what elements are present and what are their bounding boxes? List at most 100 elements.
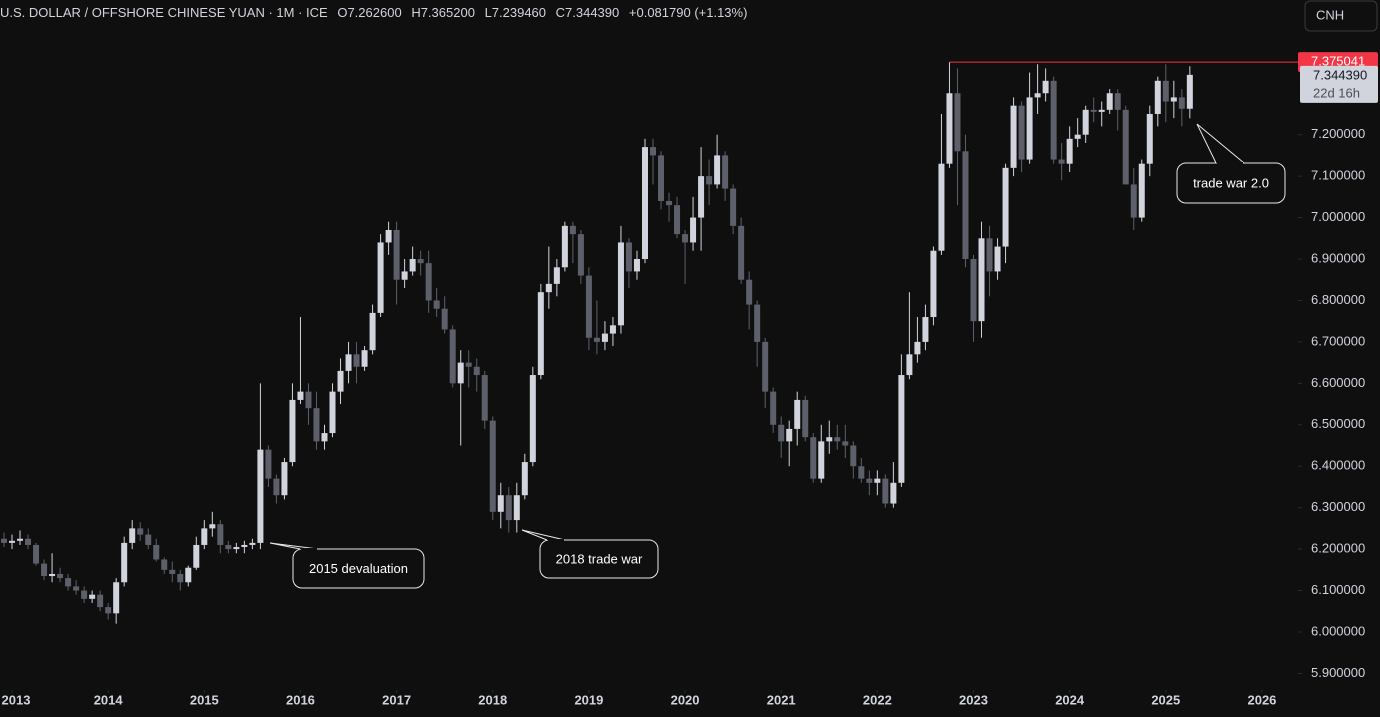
candle-body (1002, 167, 1009, 247)
y-tick-label: 6.700000 (1311, 333, 1365, 348)
callout-pointer (269, 542, 319, 550)
candle-body (345, 354, 352, 371)
candle-body (986, 238, 993, 272)
x-tick-label: 2020 (671, 692, 700, 707)
candle-body (89, 594, 96, 599)
candle-body (1122, 109, 1129, 185)
callout-pointer (521, 529, 566, 541)
x-tick-label: 2015 (190, 692, 219, 707)
y-tick-label: 5.900000 (1311, 665, 1365, 680)
ohlc-high: H7.365200 (411, 5, 475, 20)
candle-body (1146, 113, 1153, 164)
candle-body (465, 362, 472, 367)
candle-body (225, 544, 232, 550)
candle-body (145, 534, 152, 545)
candle-body (1066, 138, 1073, 164)
candle-body (641, 147, 648, 260)
candle-body (818, 441, 825, 479)
candle-body (898, 375, 905, 483)
candle-body (914, 341, 921, 355)
candle-body (810, 437, 817, 479)
candle-body (65, 578, 72, 587)
y-tick-label: 6.000000 (1311, 623, 1365, 638)
candle-body (802, 399, 809, 438)
candle-body (690, 217, 697, 243)
callout: 2018 trade war (521, 529, 659, 579)
candle-body (1130, 184, 1137, 218)
candle-body (1106, 93, 1113, 110)
candle-body (978, 238, 985, 322)
candle-body (1082, 109, 1089, 135)
currency-button-frame[interactable] (1304, 0, 1378, 32)
callout-text: 2018 trade war (556, 551, 643, 566)
candle-body (1162, 80, 1169, 102)
candle-body (1090, 109, 1097, 112)
candle-body (1034, 93, 1041, 98)
candle-body (353, 354, 360, 367)
x-tick-label: 2013 (2, 692, 31, 707)
x-tick-label: 2026 (1247, 692, 1276, 707)
candle-body (273, 478, 280, 496)
candle-body (129, 528, 136, 543)
candle-body (714, 155, 721, 185)
candle-body (866, 478, 873, 483)
candle-body (762, 341, 769, 392)
candle-body (305, 391, 312, 409)
x-tick-label: 2021 (767, 692, 796, 707)
candle-body (409, 259, 416, 272)
candle-body (1050, 80, 1057, 160)
candle-body (321, 433, 328, 442)
currency-button-label[interactable]: CNH (1316, 7, 1344, 22)
candle-body (185, 567, 192, 583)
candle-body (746, 279, 753, 305)
candle-body (505, 495, 512, 521)
callout-box (539, 539, 659, 579)
candle-body (41, 563, 48, 577)
candle-body (730, 188, 737, 226)
currency-button[interactable]: CNH (1304, 0, 1378, 32)
candle-body (537, 292, 544, 376)
candle-body (706, 176, 713, 185)
countdown: 22d 16h (1313, 85, 1360, 100)
candle-body (137, 528, 144, 535)
candle-body (169, 569, 176, 574)
x-tick-label: 2022 (863, 692, 892, 707)
candle-body (177, 573, 184, 583)
callout: 2015 devaluation (269, 542, 425, 589)
candle-body (962, 151, 969, 260)
price-line-label: 7.375041 (1311, 54, 1365, 69)
candle-body (1098, 109, 1105, 112)
candle-body (393, 230, 400, 280)
y-tick-label: 6.300000 (1311, 499, 1365, 514)
candle-body (786, 428, 793, 442)
candle-body (153, 544, 160, 560)
candle-body (946, 93, 953, 164)
candle-body (834, 437, 841, 442)
candle-body (49, 573, 56, 577)
candle-body (994, 246, 1001, 272)
candle-body (329, 391, 336, 434)
candle-body (97, 594, 104, 608)
candle-body (73, 586, 80, 591)
candle-body (337, 370, 344, 392)
candle-body (81, 590, 88, 599)
candle-body (778, 424, 785, 442)
candle-body (449, 329, 456, 384)
candle-body (593, 337, 600, 342)
candle-body (938, 163, 945, 251)
candle-body (289, 399, 296, 463)
candle-body (545, 283, 552, 293)
candle-body (553, 267, 560, 284)
candle-body (674, 205, 681, 235)
candle-body (249, 542, 256, 545)
candle-body (113, 582, 120, 614)
x-tick-label: 2024 (1055, 692, 1085, 707)
candle-body (497, 495, 504, 512)
candle-body (633, 259, 640, 272)
candle-body (577, 234, 584, 276)
candle-body (617, 242, 624, 326)
y-tick-label: 6.900000 (1311, 250, 1365, 265)
